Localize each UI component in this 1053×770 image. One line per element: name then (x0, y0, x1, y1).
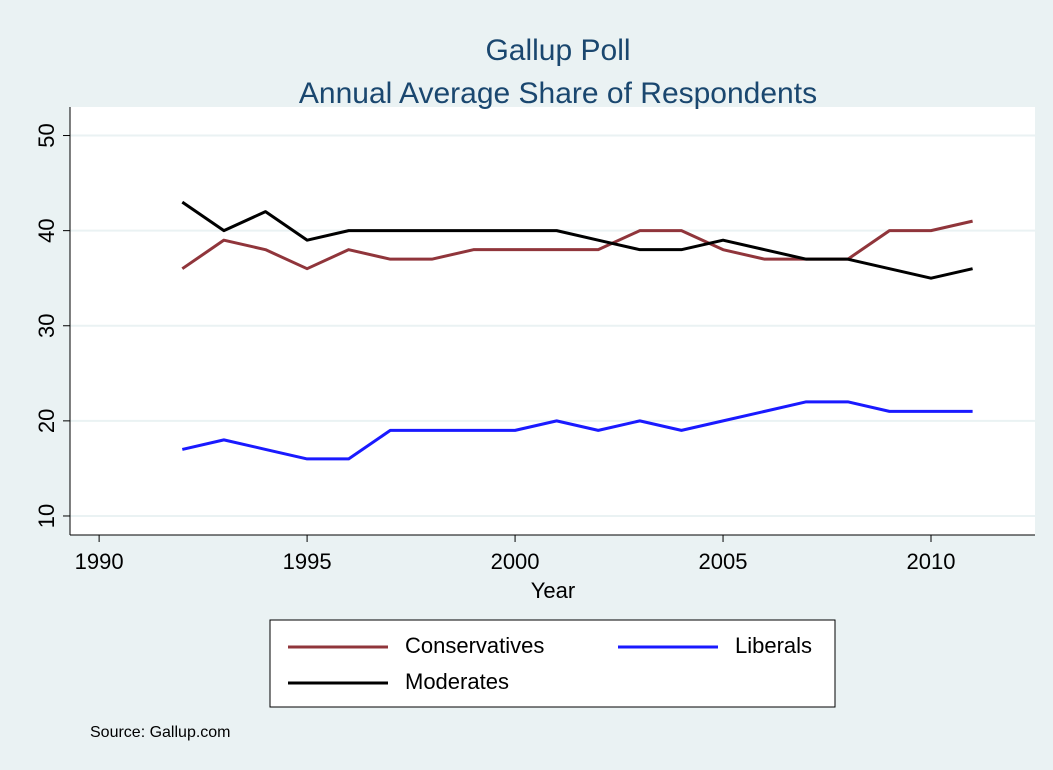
legend-label: Moderates (405, 669, 509, 694)
plot-area (70, 107, 1035, 535)
source-note: Source: Gallup.com (90, 724, 231, 741)
y-tick-label: 20 (34, 409, 59, 433)
series-line (181, 200, 973, 280)
y-tick-label: 10 (34, 504, 59, 528)
y-tick-label: 30 (34, 314, 59, 338)
x-tick-label: 2000 (491, 549, 540, 574)
legend (269, 619, 836, 708)
x-tick-label: 2005 (699, 549, 748, 574)
x-tick-label: 1995 (283, 549, 332, 574)
legend-label: Conservatives (405, 633, 544, 658)
x-tick-label: 1990 (75, 549, 124, 574)
chart-subtitle: Annual Average Share of Respondents (299, 77, 817, 110)
x-axis-title: Year (531, 578, 575, 603)
chart-title: Gallup Poll (485, 34, 630, 67)
y-tick-label: 40 (34, 218, 59, 242)
x-tick-label: 2010 (907, 549, 956, 574)
y-tick-label: 50 (34, 123, 59, 147)
series-line (181, 400, 973, 461)
legend-label: Liberals (735, 633, 812, 658)
